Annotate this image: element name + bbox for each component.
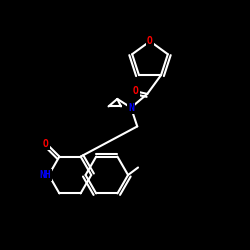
Text: NH: NH [39,170,51,180]
Text: O: O [147,36,153,46]
Text: N: N [128,103,134,113]
Text: O: O [133,86,139,97]
Text: O: O [43,139,48,149]
